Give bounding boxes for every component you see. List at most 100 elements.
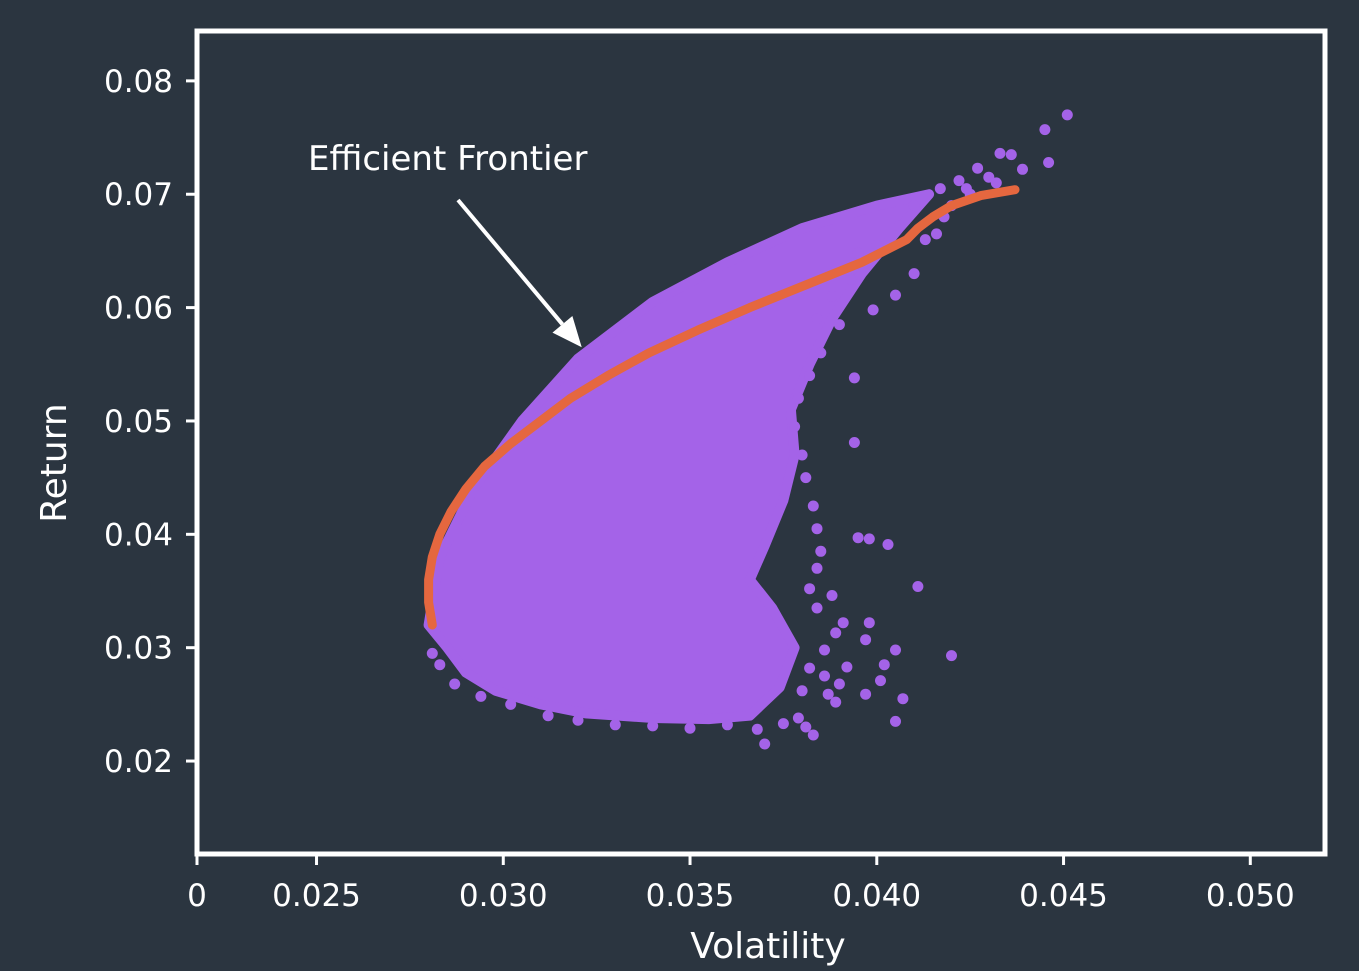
scatter-point	[1005, 149, 1017, 161]
scatter-point	[811, 313, 823, 325]
x-axis: 0 0.025 0.030 0.035 0.040 0.045 0.050	[187, 854, 1295, 914]
scatter-point	[759, 738, 771, 750]
scatter-point	[931, 228, 942, 240]
y-tick-label: 0.05	[104, 404, 173, 440]
scatter-point	[804, 662, 816, 674]
scatter-point	[1039, 124, 1051, 136]
scatter-point	[796, 449, 808, 461]
scatter-point	[426, 647, 438, 659]
y-tick-label: 0.07	[104, 177, 173, 213]
scatter-point	[807, 729, 819, 741]
scatter-point	[822, 688, 834, 700]
scatter-point	[852, 247, 864, 259]
scatter-point	[819, 644, 830, 656]
scatter-point	[882, 539, 894, 550]
scatter-point	[1017, 163, 1028, 175]
scatter-point	[449, 678, 461, 690]
scatter-point	[789, 421, 801, 433]
scatter-point	[912, 581, 924, 592]
plot-frame	[194, 28, 1328, 857]
scatter-point	[572, 714, 584, 726]
scatter-point	[867, 304, 879, 316]
y-tick-label: 0.08	[104, 64, 173, 100]
scatter-series	[423, 109, 1073, 750]
scatter-point	[897, 693, 909, 705]
scatter-point	[804, 583, 816, 595]
x-tick-label: 0.035	[646, 878, 735, 914]
scatter-point	[811, 602, 823, 614]
scatter-point	[434, 659, 446, 671]
scatter-point	[684, 722, 696, 734]
scatter-point	[1061, 109, 1073, 121]
y-axis: 0.02 0.03 0.04 0.05 0.06 0.07 0.08	[104, 64, 197, 780]
scatter-point	[848, 437, 860, 448]
scatter-point	[919, 234, 931, 246]
annotation: Efficient Frontier	[308, 139, 587, 348]
x-tick-label: 0.045	[1019, 878, 1108, 914]
annotation-text: Efficient Frontier	[308, 139, 587, 179]
scatter-point	[946, 650, 957, 662]
scatter-point	[953, 175, 965, 187]
frontier-series	[424, 185, 1020, 630]
x-tick-label: 0.040	[832, 878, 921, 914]
scatter-point	[800, 472, 812, 484]
scatter-point	[807, 500, 819, 512]
y-axis-title: Return	[34, 403, 75, 522]
y-tick-label: 0.03	[104, 631, 173, 667]
x-axis-title: Volatility	[690, 926, 845, 967]
scatter-point	[890, 715, 901, 727]
scatter-point	[908, 268, 920, 280]
scatter-point	[878, 659, 890, 671]
scatter-point	[505, 698, 517, 710]
scatter-point	[848, 372, 860, 384]
efficient-frontier-line	[424, 185, 1020, 630]
scatter-point	[890, 644, 901, 656]
scatter-point	[721, 719, 733, 731]
scatter-point	[475, 690, 487, 702]
annotation-arrow-shaft	[456, 198, 564, 326]
scatter-point	[777, 718, 789, 730]
scatter-point	[796, 685, 808, 697]
scatter-point	[893, 220, 905, 232]
scatter-point	[811, 523, 823, 535]
scatter-point	[983, 171, 995, 183]
scatter-point	[837, 617, 849, 629]
scatter-point	[860, 634, 872, 646]
scatter-point	[792, 712, 804, 724]
scatter-point	[994, 147, 1006, 159]
scatter-point	[647, 720, 659, 732]
scatter-point	[800, 721, 812, 733]
y-tick-label: 0.04	[104, 517, 173, 553]
scatter-point	[819, 670, 830, 682]
scatter-point	[852, 532, 864, 544]
x-tick-label: 0	[187, 878, 207, 914]
x-tick-label: 0.025	[272, 878, 361, 914]
scatter-point	[863, 617, 875, 629]
scatter-point	[990, 177, 1002, 189]
scatter-point	[792, 392, 804, 404]
scatter-point	[875, 675, 886, 687]
scatter-point	[972, 162, 984, 174]
x-tick-label: 0.030	[459, 878, 548, 914]
scatter-point	[845, 273, 857, 285]
y-tick-label: 0.06	[104, 291, 173, 327]
scatter-point	[890, 289, 901, 301]
scatter-point	[1043, 157, 1055, 168]
scatter-cloud	[423, 189, 935, 725]
scatter-point	[751, 723, 763, 735]
scatter-point	[542, 710, 554, 722]
scatter-point	[815, 347, 827, 359]
scatter-point	[860, 688, 872, 700]
scatter-point	[833, 319, 845, 331]
scatter-point	[908, 200, 920, 212]
scatter-point	[804, 370, 816, 382]
scatter-point	[960, 183, 972, 195]
scatter-point	[826, 290, 838, 302]
scatter-point	[830, 696, 842, 708]
scatter-point	[863, 533, 875, 545]
scatter-point	[871, 239, 883, 251]
x-tick-label: 0.050	[1206, 878, 1295, 914]
scatter-point	[833, 678, 845, 690]
scatter-point	[609, 719, 621, 731]
